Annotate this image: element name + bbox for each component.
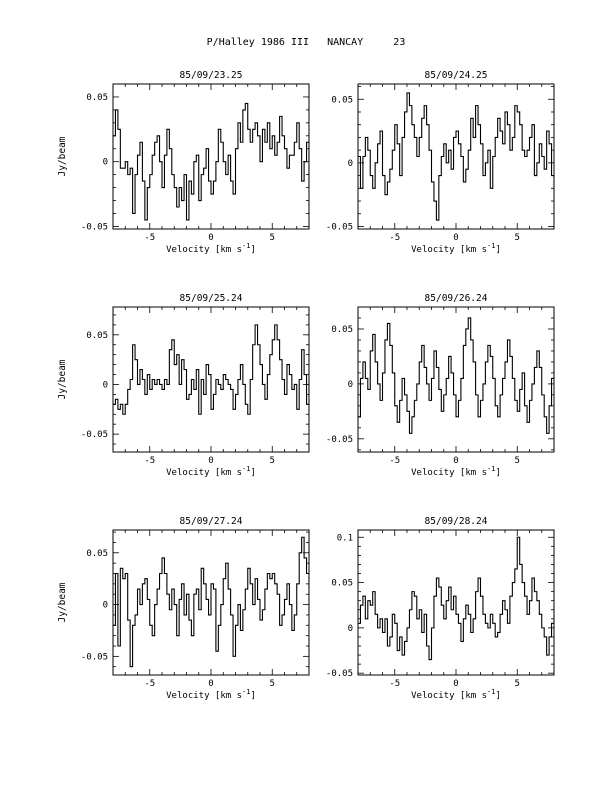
y-tick-label: 0	[348, 624, 353, 634]
y-tick-label: 0	[348, 380, 353, 390]
x-tick-label: -5	[144, 233, 155, 243]
spectrum-line	[358, 536, 554, 661]
x-tick-label: 5	[270, 233, 275, 243]
x-axis-label: Velocity [km s-1]	[411, 465, 501, 478]
x-tick-label: 0	[208, 233, 213, 243]
x-axis-label-sup: -1	[487, 465, 495, 473]
y-tick-label: -0.05	[81, 652, 108, 662]
y-tick-label: 0.05	[86, 549, 108, 559]
spectrum-line	[358, 92, 554, 221]
x-tick-label: 5	[515, 233, 520, 243]
x-axis-label-main: Velocity [km s	[166, 468, 242, 478]
x-axis-label-main: Velocity [km s	[166, 691, 242, 701]
y-axis-label: Jy/beam	[57, 582, 68, 622]
y-tick-label: -0.05	[326, 222, 353, 232]
x-axis-label-sup: -1	[242, 242, 250, 250]
x-axis-label-sup: -1	[242, 465, 250, 473]
y-tick-label: 0.05	[331, 579, 353, 589]
x-tick-label: 5	[270, 679, 275, 689]
y-axis-label: Jy/beam	[57, 136, 68, 176]
panel-title: 85/09/27.24	[180, 516, 243, 527]
spectrum-panel-5: 85/09/27.24 -5 0 5 -0.05 0 0.05 Velocity [km s-…	[57, 516, 310, 701]
x-tick-label: -5	[389, 233, 400, 243]
spectrum-line	[113, 102, 309, 221]
x-axis-label-close: ]	[250, 468, 255, 478]
x-axis-label-main: Velocity [km s	[411, 468, 487, 478]
x-axis-label-sup: -1	[487, 688, 495, 696]
x-axis-label: Velocity [km s-1]	[411, 242, 501, 255]
x-axis-label-close: ]	[250, 691, 255, 701]
x-tick-label: 5	[515, 456, 520, 466]
y-tick-label: 0.05	[331, 95, 353, 105]
y-tick-label: 0	[103, 380, 108, 390]
spectrum-panel-3: 85/09/25.24 -5 0 5 -0.05 0 0.05 Velocity [km s-…	[57, 293, 310, 478]
y-tick-label: 0	[103, 601, 108, 611]
y-tick-label: -0.05	[81, 222, 108, 232]
x-axis-label-main: Velocity [km s	[411, 245, 487, 255]
x-tick-label: -5	[144, 679, 155, 689]
x-axis-label-main: Velocity [km s	[166, 245, 242, 255]
x-axis-label-main: Velocity [km s	[411, 691, 487, 701]
x-axis-label: Velocity [km s-1]	[166, 242, 256, 255]
x-tick-label: -5	[389, 679, 400, 689]
x-axis-label-sup: -1	[487, 242, 495, 250]
x-tick-label: 0	[453, 456, 458, 466]
spectrum-panel-6: 85/09/28.24 -5 0 5 -0.05 0 0.05 0.1 Velocity [km…	[326, 516, 555, 701]
spectrum-line	[113, 324, 309, 415]
spectrum-line	[358, 317, 554, 434]
y-tick-label: 0.05	[331, 325, 353, 335]
y-tick-label: -0.05	[326, 435, 353, 445]
spectrum-panel-1: 85/09/23.25 -5 0 5 -0.05 0 0.05 Velocity [km s-…	[57, 70, 310, 255]
y-axis-label: Jy/beam	[57, 359, 68, 399]
x-tick-label: 5	[270, 456, 275, 466]
x-tick-label: 0	[208, 456, 213, 466]
x-tick-label: 0	[453, 233, 458, 243]
x-tick-label: -5	[144, 456, 155, 466]
x-tick-label: -5	[389, 456, 400, 466]
x-axis-label: Velocity [km s-1]	[411, 688, 501, 701]
x-tick-label: 5	[515, 679, 520, 689]
y-tick-label: 0.05	[86, 331, 108, 341]
y-tick-label: 0.1	[337, 533, 353, 543]
x-tick-label: 0	[453, 679, 458, 689]
y-tick-label: -0.05	[326, 669, 353, 679]
panel-title: 85/09/28.24	[425, 516, 488, 527]
y-tick-label: 0.05	[86, 93, 108, 103]
y-tick-label: -0.05	[81, 430, 108, 440]
page-title: P/Halley 1986 III NANCAY 23	[206, 37, 406, 48]
x-axis-label: Velocity [km s-1]	[166, 688, 256, 701]
spectrum-panel-4: 85/09/26.24 -5 0 5 -0.05 0 0.05 Velocity [km s-…	[326, 293, 555, 478]
spectrum-line	[113, 536, 309, 668]
panel-title: 85/09/26.24	[425, 293, 488, 304]
spectrum-panel-2: 85/09/24.25 -5 0 5 -0.05 0 0.05 Velocity [km s-…	[326, 70, 555, 255]
x-axis-label-close: ]	[495, 468, 500, 478]
panel-title: 85/09/23.25	[180, 70, 243, 81]
y-tick-label: 0	[103, 158, 108, 168]
panel-title: 85/09/24.25	[425, 70, 488, 81]
x-axis-label-close: ]	[250, 245, 255, 255]
x-axis-label: Velocity [km s-1]	[166, 465, 256, 478]
panel-title: 85/09/25.24	[180, 293, 243, 304]
x-tick-label: 0	[208, 679, 213, 689]
y-tick-label: 0	[348, 159, 353, 169]
x-axis-label-sup: -1	[242, 688, 250, 696]
x-axis-label-close: ]	[495, 245, 500, 255]
x-axis-label-close: ]	[495, 691, 500, 701]
